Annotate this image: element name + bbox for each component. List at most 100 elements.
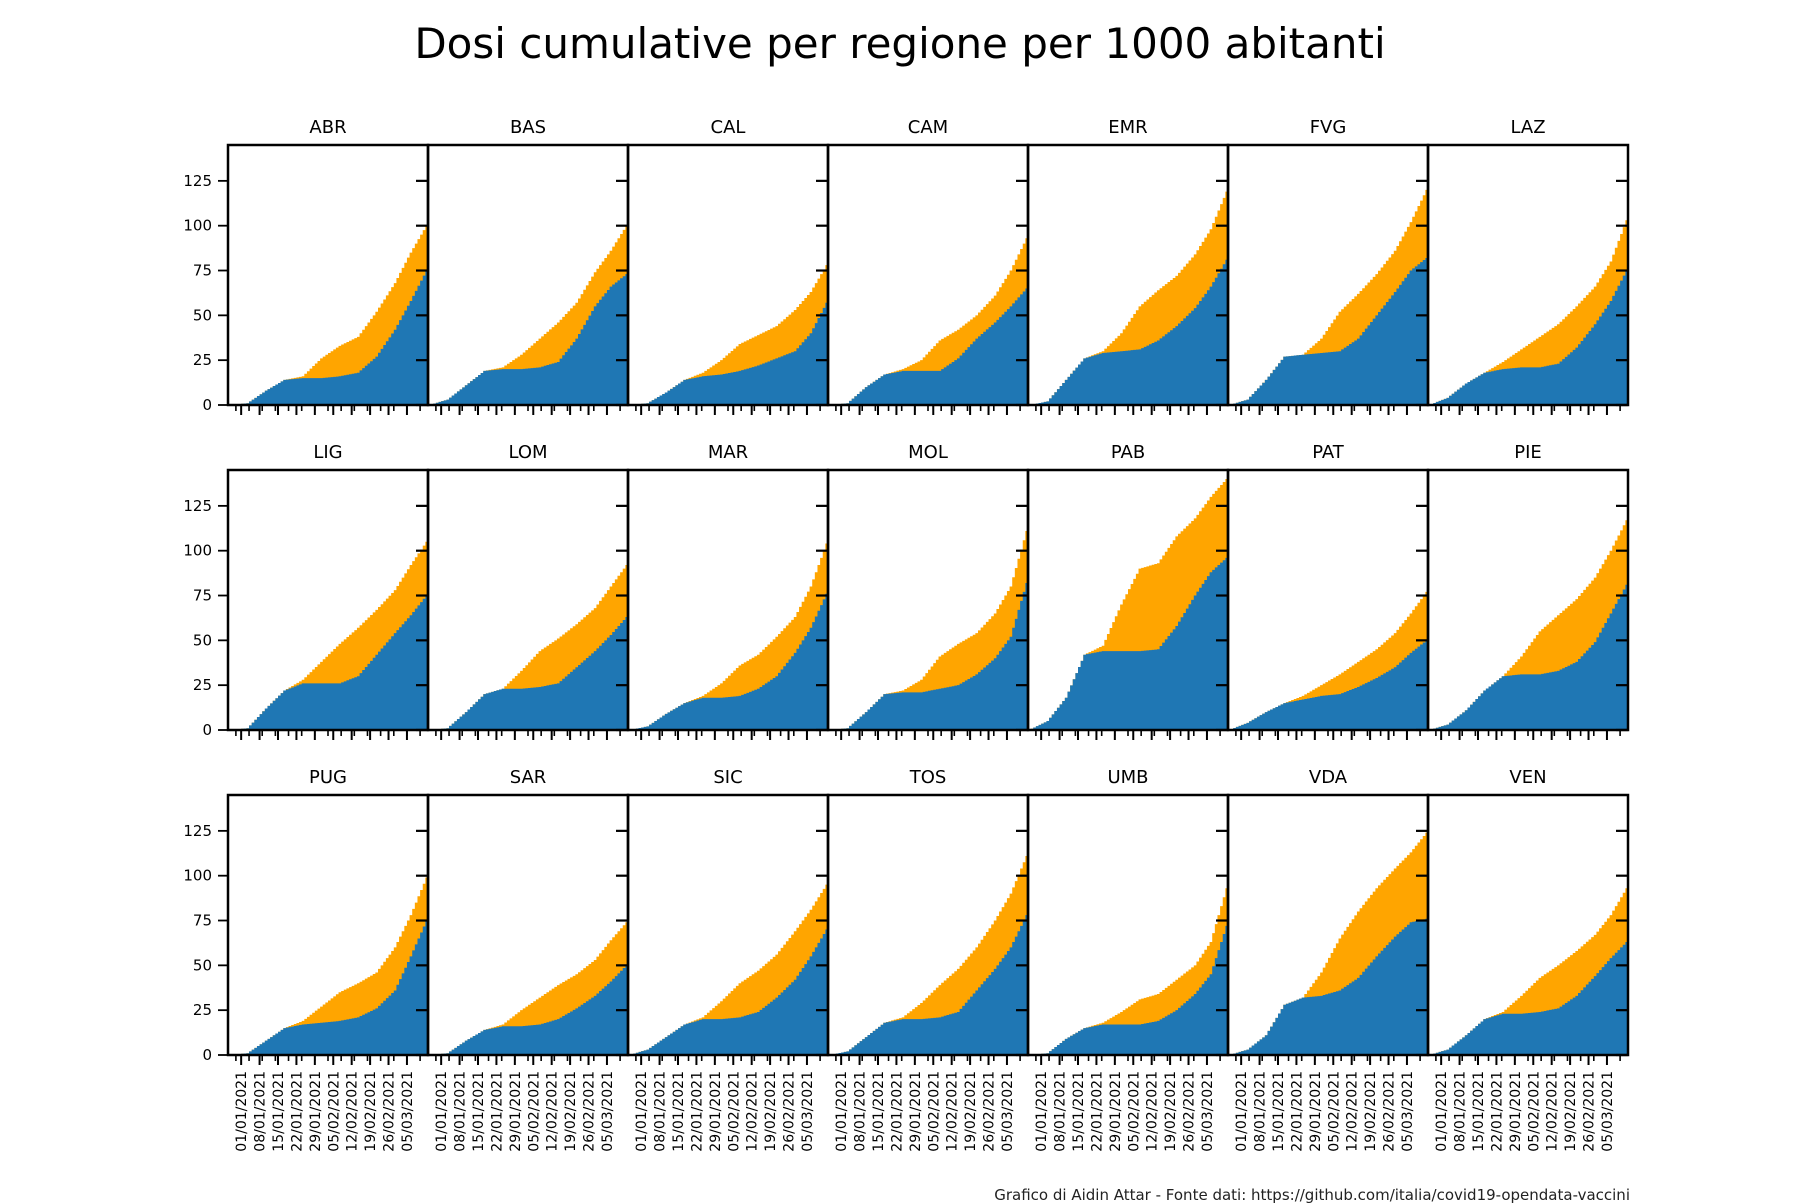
x-tick-label: 08/01/2021 (253, 1071, 269, 1152)
x-tick-label: 12/02/2021 (1545, 1071, 1561, 1152)
x-tick-label: 22/01/2021 (489, 1071, 505, 1152)
panel-title: VEN (1509, 767, 1546, 788)
x-tick-label: 22/01/2021 (1289, 1071, 1305, 1152)
panel-ven: VEN 01/01/2021 08/01/2021 15/01/2021 22/01/2… (1426, 767, 1630, 1152)
y-tick-label: 25 (193, 351, 212, 369)
area-first-fvg (1228, 257, 1428, 405)
area-first-cal (628, 302, 828, 405)
panel-tos: TOS 01/01/2021 08/01/2021 15/01/2021 22/01/2… (826, 767, 1030, 1152)
area-first-cam (828, 288, 1028, 405)
panel-title: LAZ (1510, 117, 1545, 138)
panel-title: PAB (1111, 442, 1145, 463)
x-tick-label: 01/01/2021 (834, 1071, 850, 1152)
panel-mar: MAR (626, 442, 830, 740)
panels-layer: ABR 0 25 50 75 100 125 BAS CAL CAM EMR FVG LAZ LIG 0 25… (183, 117, 1630, 1152)
x-tick-label: 01/01/2021 (1034, 1071, 1050, 1152)
y-tick-label: 125 (183, 172, 212, 190)
area-first-pab (1028, 557, 1228, 730)
x-tick-label: 26/02/2021 (982, 1071, 998, 1152)
x-tick-label: 29/01/2021 (908, 1071, 924, 1152)
area-first-mar (628, 593, 828, 730)
x-tick-label: 19/02/2021 (1563, 1071, 1579, 1152)
x-tick-label: 15/01/2021 (671, 1071, 687, 1152)
x-tick-label: 15/01/2021 (1071, 1071, 1087, 1152)
x-tick-label: 15/01/2021 (471, 1071, 487, 1152)
y-tick-label: 125 (183, 497, 212, 515)
y-tick-label: 75 (193, 262, 212, 280)
x-tick-label: 05/03/2021 (1000, 1071, 1016, 1152)
panel-lig: LIG 0 25 50 75 100 125 (183, 442, 430, 740)
panel-title: UMB (1107, 767, 1148, 788)
area-first-lig (228, 595, 428, 730)
x-tick-label: 19/02/2021 (963, 1071, 979, 1152)
x-tick-label: 05/02/2021 (326, 1071, 342, 1152)
x-tick-label: 05/02/2021 (526, 1071, 542, 1152)
panel-pat: PAT (1226, 442, 1430, 740)
y-tick-label: 50 (193, 956, 212, 974)
x-tick-label: 12/02/2021 (345, 1071, 361, 1152)
area-first-pug (228, 920, 428, 1055)
x-tick-label: 08/01/2021 (653, 1071, 669, 1152)
x-tick-label: 05/02/2021 (1326, 1071, 1342, 1152)
panel-fvg: FVG (1226, 117, 1430, 415)
panel-title: PIE (1514, 442, 1542, 463)
panel-title: CAM (908, 117, 948, 138)
x-tick-label: 26/02/2021 (382, 1071, 398, 1152)
panel-abr: ABR 0 25 50 75 100 125 (183, 117, 430, 415)
x-tick-label: 12/02/2021 (945, 1071, 961, 1152)
x-tick-label: 05/02/2021 (926, 1071, 942, 1152)
panel-title: SAR (510, 767, 547, 788)
x-tick-label: 22/01/2021 (689, 1071, 705, 1152)
x-tick-label: 05/03/2021 (1400, 1071, 1416, 1152)
panel-cal: CAL (626, 117, 830, 415)
y-tick-label: 50 (193, 631, 212, 649)
x-tick-label: 01/01/2021 (1434, 1071, 1450, 1152)
x-tick-label: 29/01/2021 (1508, 1071, 1524, 1152)
panel-cam: CAM (826, 117, 1030, 415)
x-tick-label: 05/03/2021 (400, 1071, 416, 1152)
area-first-mol (828, 582, 1028, 730)
panel-sic: SIC 01/01/2021 08/01/2021 15/01/2021 22/01/2… (626, 767, 830, 1152)
y-tick-label: 0 (202, 396, 212, 414)
x-tick-label: 08/01/2021 (453, 1071, 469, 1152)
x-tick-label: 26/02/2021 (582, 1071, 598, 1152)
y-tick-label: 75 (193, 587, 212, 605)
x-tick-label: 19/02/2021 (563, 1071, 579, 1152)
x-tick-label: 05/02/2021 (726, 1071, 742, 1152)
x-tick-label: 15/01/2021 (1271, 1071, 1287, 1152)
x-tick-label: 12/02/2021 (1145, 1071, 1161, 1152)
x-tick-label: 15/01/2021 (271, 1071, 287, 1152)
x-tick-label: 01/01/2021 (1234, 1071, 1250, 1152)
area-first-lom (428, 617, 628, 730)
x-tick-label: 19/02/2021 (1363, 1071, 1379, 1152)
x-tick-label: 26/02/2021 (1582, 1071, 1598, 1152)
y-tick-label: 100 (183, 217, 212, 235)
panel-umb: UMB 01/01/2021 08/01/2021 15/01/2021 22/01/2… (1026, 767, 1230, 1152)
x-tick-label: 12/02/2021 (1345, 1071, 1361, 1152)
x-tick-label: 29/01/2021 (708, 1071, 724, 1152)
x-tick-label: 19/02/2021 (363, 1071, 379, 1152)
y-tick-label: 25 (193, 1001, 212, 1019)
panel-title: SIC (713, 767, 742, 788)
panel-vda: VDA 01/01/2021 08/01/2021 15/01/2021 22/01/2… (1226, 767, 1430, 1152)
y-tick-label: 125 (183, 822, 212, 840)
panel-title: MAR (708, 442, 748, 463)
area-first-emr (1028, 259, 1228, 405)
panel-title: BAS (510, 117, 546, 138)
panel-title: LIG (313, 442, 342, 463)
y-tick-label: 100 (183, 542, 212, 560)
x-tick-label: 01/01/2021 (234, 1071, 250, 1152)
source-caption: Grafico di Aidin Attar - Fonte dati: htt… (994, 1186, 1630, 1204)
x-tick-label: 26/02/2021 (782, 1071, 798, 1152)
x-tick-label: 08/01/2021 (853, 1071, 869, 1152)
x-tick-label: 29/01/2021 (308, 1071, 324, 1152)
panel-bas: BAS (426, 117, 630, 415)
x-tick-label: 05/03/2021 (1600, 1071, 1616, 1152)
x-tick-label: 08/01/2021 (1453, 1071, 1469, 1152)
x-tick-label: 05/03/2021 (1200, 1071, 1216, 1152)
x-tick-label: 22/01/2021 (1089, 1071, 1105, 1152)
panel-title: LOM (508, 442, 547, 463)
x-tick-label: 08/01/2021 (1053, 1071, 1069, 1152)
x-tick-label: 05/02/2021 (1126, 1071, 1142, 1152)
